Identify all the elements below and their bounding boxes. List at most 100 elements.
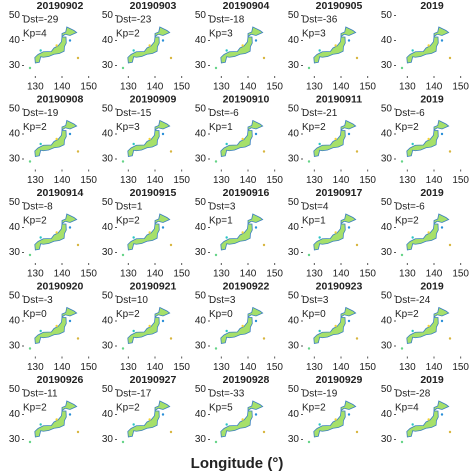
x-tick-label: 130 [399, 175, 416, 186]
site-dot [334, 137, 337, 141]
panel: 20190915 Dst=1 Kp=2 30 40 50 130 140 150 [102, 187, 191, 280]
y-tick-label: 30 [9, 60, 21, 71]
y-tick-label: 40 [9, 129, 21, 140]
kp-label: Kp=2 [395, 122, 419, 133]
y-tick-label: 40 [195, 35, 207, 46]
site-dot [254, 226, 258, 229]
x-tick-label: 150 [80, 362, 97, 373]
site-dot [225, 49, 228, 52]
x-tick-label: 130 [120, 269, 137, 280]
land [220, 223, 253, 251]
site-dot [68, 226, 72, 229]
x-tick-label: 150 [452, 269, 469, 280]
y-tick-label: 40 [9, 222, 21, 233]
site-dot [440, 319, 444, 323]
land [61, 213, 78, 225]
site-dot [148, 137, 151, 141]
panel: 20190928 Dst=-33 Kp=5 30 40 50 [195, 374, 270, 445]
y-tick-label: 50 [102, 104, 114, 115]
site-dot [448, 337, 452, 340]
x-tick-label: 140 [333, 82, 350, 93]
site-dot [334, 44, 337, 47]
site-dot [347, 319, 351, 323]
y-tick-label: 30 [195, 60, 207, 71]
site-dot [214, 160, 218, 163]
y-tick-label: 30 [288, 60, 300, 71]
site-dot [440, 226, 444, 229]
dst-label: Dst=-21 [302, 108, 338, 119]
land [154, 26, 171, 38]
site-dot [214, 253, 218, 257]
y-tick-label: 40 [381, 316, 393, 327]
y-tick-label: 50 [9, 197, 21, 208]
kp-label: Kp=2 [23, 403, 47, 414]
site-dot [39, 236, 42, 239]
panel-title: 2019 [420, 187, 444, 199]
panel: 20190909 Dst=-15 Kp=3 30 40 50 130 140 150 [102, 93, 191, 186]
land [34, 410, 67, 438]
panel-title: 20190928 [223, 374, 270, 386]
y-tick-label: 50 [102, 384, 114, 395]
y-tick-label: 50 [195, 104, 207, 115]
panel-title: 20190927 [130, 374, 177, 386]
site-dot [347, 132, 351, 136]
land [247, 306, 264, 318]
site-dot [334, 324, 337, 328]
site-dot [254, 413, 258, 416]
land [154, 119, 171, 131]
x-tick-label: 130 [27, 362, 44, 373]
site-dot [55, 231, 58, 234]
y-tick-label: 30 [9, 247, 21, 258]
dst-label: Dst=-3 [23, 295, 53, 306]
site-dot [411, 423, 414, 426]
y-tick-label: 30 [9, 434, 21, 445]
panel-title: 20190929 [316, 374, 363, 386]
x-tick-label: 150 [173, 82, 190, 93]
kp-label: Kp=1 [302, 216, 326, 227]
x-tick-label: 150 [266, 362, 283, 373]
dst-label: Dst=-23 [116, 15, 152, 26]
panel-title: 20190926 [37, 374, 84, 386]
x-tick-label: 150 [452, 175, 469, 186]
y-tick-label: 50 [9, 10, 21, 21]
y-tick-label: 50 [195, 10, 207, 21]
site-dot [148, 418, 151, 421]
panel: 20190905 Dst=-36 Kp=3 30 40 50 130 140 150 [288, 0, 377, 93]
panel-title: 2019 [420, 0, 444, 12]
site-dot [262, 150, 266, 153]
land [313, 223, 346, 251]
dst-label: Dst=-17 [116, 389, 152, 400]
y-tick-label: 40 [288, 316, 300, 327]
site-dot [440, 132, 444, 136]
site-dot [400, 160, 404, 163]
site-dot [148, 324, 151, 328]
y-tick-label: 30 [195, 341, 207, 352]
site-dot [427, 44, 430, 47]
site-dot [214, 66, 218, 70]
x-tick-label: 140 [54, 175, 71, 186]
dst-label: Dst=-18 [209, 15, 245, 26]
panel: 20190921 Dst=10 Kp=2 30 40 50 130 140 150 [102, 280, 191, 373]
panel-title: 2019 [420, 280, 444, 292]
site-dot [161, 413, 165, 416]
site-dot [28, 160, 32, 163]
panel: 20190929 Dst=-19 Kp=2 30 40 50 [288, 374, 363, 445]
kp-label: Kp=2 [395, 309, 419, 320]
x-tick-label: 150 [266, 269, 283, 280]
land [433, 26, 450, 38]
y-tick-label: 40 [102, 222, 114, 233]
x-tick-label: 130 [120, 362, 137, 373]
x-tick-label: 140 [147, 82, 164, 93]
y-tick-label: 50 [381, 104, 393, 115]
land [127, 130, 160, 157]
site-dot [254, 39, 258, 42]
kp-label: Kp=4 [23, 29, 47, 40]
y-tick-label: 50 [288, 197, 300, 208]
x-tick-label: 130 [306, 362, 323, 373]
panel-title: 20190920 [37, 280, 84, 292]
x-tick-label: 130 [27, 269, 44, 280]
y-tick-label: 50 [195, 197, 207, 208]
y-tick-label: 40 [102, 316, 114, 327]
panel: 20190922 Dst=3 Kp=0 30 40 50 130 140 150 [195, 280, 284, 373]
kp-label: Kp=2 [116, 216, 140, 227]
